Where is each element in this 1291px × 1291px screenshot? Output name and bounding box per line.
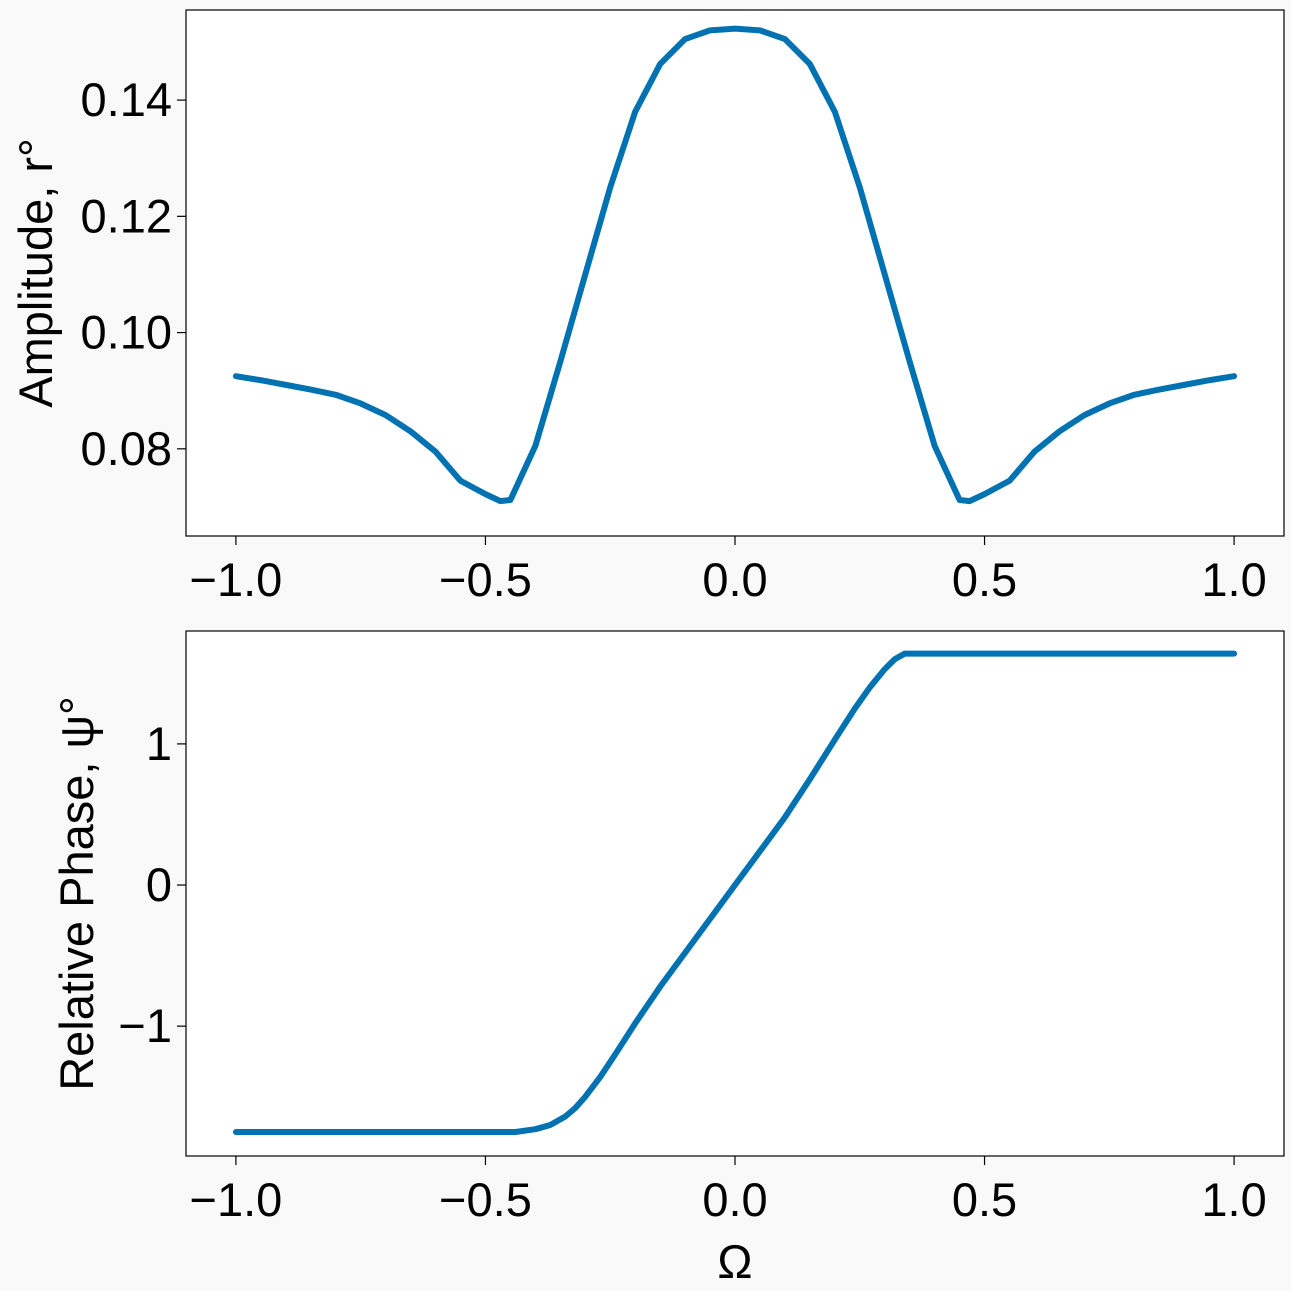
x-tick-label: 1.0 [1201, 1173, 1266, 1226]
x-axis-label: Ω [717, 1235, 752, 1288]
y-axis-label: Relative Phase, ψ° [50, 696, 103, 1091]
x-tick-label: −0.5 [439, 553, 532, 606]
x-tick-label: 0.0 [702, 553, 767, 606]
x-tick-label: −1.0 [190, 553, 283, 606]
y-tick-label: 1 [146, 717, 172, 770]
y-tick-label: 0.10 [81, 306, 172, 359]
y-tick-label: 0.08 [81, 422, 172, 475]
y-tick-label: 0 [146, 858, 172, 911]
y-tick-label: 0.12 [81, 189, 172, 242]
plot-area [185, 630, 1285, 1157]
x-tick-label: 0.5 [952, 1173, 1017, 1226]
amplitude-panel: −1.0 −0.5 0.0 0.5 1.0 0.08 0.10 0.12 0.14 Amplitu… [9, 9, 1285, 606]
x-tick-label: 0.5 [952, 553, 1017, 606]
x-tick-label: 0.0 [702, 1173, 767, 1226]
plot-area [185, 9, 1285, 537]
series-line [232, 650, 1238, 1136]
x-tick-label: −1.0 [190, 1173, 283, 1226]
y-tick-label: 0.14 [81, 73, 172, 126]
x-tick-label: −0.5 [439, 1173, 532, 1226]
y-axis-label: Amplitude, r° [9, 138, 62, 408]
series-line [232, 25, 1238, 505]
y-tick-label: −1 [118, 999, 172, 1052]
x-tick-label: 1.0 [1201, 553, 1266, 606]
phase-panel: −1.0 −0.5 0.0 0.5 1.0 −1 0 1 Relative Phase, ψ° Ω [50, 630, 1285, 1288]
